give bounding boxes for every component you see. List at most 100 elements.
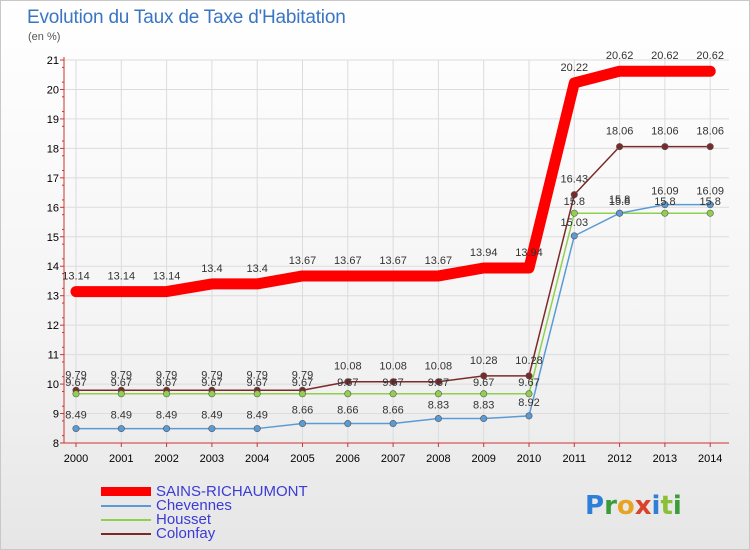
logo-letter: o (616, 491, 635, 521)
legend-swatch-2 (101, 519, 151, 521)
series-2-point-2007 (389, 390, 397, 398)
grid-layer (64, 59, 729, 444)
legend-label-1: Chevennes (156, 497, 232, 514)
series-2-label-2008: 9.67 (428, 377, 449, 389)
series-3-point-2013 (661, 143, 669, 151)
x-tick-label-2003: 2003 (200, 453, 224, 465)
series-0-point-2004 (254, 280, 261, 287)
y-tick-label-21: 21 (47, 55, 59, 67)
series-1-point-2007 (389, 420, 397, 428)
logo-letter: r (604, 491, 617, 521)
series-1-label-2014: 16.09 (696, 186, 724, 198)
series-3-point-2007 (389, 378, 397, 386)
series-2-point-2009 (480, 390, 488, 398)
x-tick-label-2010: 2010 (517, 453, 541, 465)
series-3-label-2003: 9.79 (201, 369, 222, 381)
series-2-point-2001 (117, 390, 125, 398)
series-3-label-2012: 18.06 (606, 126, 634, 138)
x-tick-label-2008: 2008 (426, 453, 450, 465)
series-3-point-2014 (706, 143, 714, 151)
series-3-label-2010: 10.28 (515, 355, 543, 367)
series-2-point-2008 (434, 390, 442, 398)
series-1-point-2000 (72, 425, 80, 433)
x-tick-label-2009: 2009 (471, 453, 495, 465)
x-tick-label-2006: 2006 (336, 453, 360, 465)
series-2-label-2012: 15.8 (609, 196, 630, 208)
series-0-label-2005: 13.67 (289, 255, 317, 267)
series-0-point-2013 (661, 68, 668, 75)
x-tick-label-2002: 2002 (154, 453, 178, 465)
series-0-point-2012 (616, 68, 623, 75)
series-3-label-2004: 9.79 (246, 369, 267, 381)
series-3-label-2006: 10.08 (334, 361, 362, 373)
series-0-label-2002: 13.14 (153, 271, 181, 283)
series-1-label-2001: 8.49 (111, 410, 132, 422)
legend-label-0: SAINS-RICHAUMONT (156, 483, 308, 500)
series-3-label-2009: 10.28 (470, 355, 498, 367)
series-2-point-2013 (661, 209, 669, 217)
series-1-label-2012: 15.8 (609, 194, 630, 206)
y-tick-label-14: 14 (47, 261, 59, 273)
series-3-label-2001: 9.79 (111, 369, 132, 381)
series-3-point-2008 (434, 378, 442, 386)
series-2-point-2004 (253, 390, 261, 398)
series-layer (70, 65, 716, 433)
y-tick-label-15: 15 (47, 232, 59, 244)
series-1-point-2009 (480, 415, 488, 423)
series-1-point-2010 (525, 412, 533, 420)
series-3-point-2011 (570, 191, 578, 199)
series-1-point-2002 (163, 425, 171, 433)
x-tick-label-2007: 2007 (381, 453, 405, 465)
series-0-point-2005 (299, 272, 306, 279)
series-1-point-2011 (570, 232, 578, 240)
series-1-point-2004 (253, 425, 261, 433)
y-tick-label-16: 16 (47, 202, 59, 214)
legend-swatch-1 (101, 505, 151, 507)
series-1-label-2006: 8.66 (337, 405, 358, 417)
series-2-label-2014: 15.8 (699, 196, 720, 208)
logo-letter: i (651, 491, 661, 521)
series-0-label-2012: 20.62 (606, 50, 634, 62)
series-2-label-2002: 9.67 (156, 377, 177, 389)
series-2-label-2000: 9.67 (65, 377, 86, 389)
series-2-label-2013: 15.8 (654, 196, 675, 208)
series-0-point-2010 (526, 264, 532, 271)
series-1-label-2002: 8.49 (156, 410, 177, 422)
legend-label-2: Housset (156, 511, 212, 528)
x-tick-label-2014: 2014 (698, 453, 722, 465)
series-0-label-2011: 20.22 (561, 62, 589, 74)
series-3-point-2006 (344, 378, 352, 386)
series-0-point-2002 (163, 288, 170, 295)
series-1-label-2007: 8.66 (382, 405, 403, 417)
series-1-point-2014 (706, 201, 714, 209)
series-3-label-2011: 16.43 (561, 174, 589, 186)
series-1-point-2003 (208, 425, 216, 433)
series-3-label-2007: 10.08 (379, 361, 407, 373)
series-0-point-2011 (571, 79, 578, 86)
x-tick-label-2011: 2011 (562, 453, 586, 465)
y-tick-label-18: 18 (47, 143, 59, 155)
x-tick-label-2012: 2012 (607, 453, 631, 465)
series-1-label-2005: 8.66 (292, 405, 313, 417)
series-0-label-2003: 13.4 (201, 263, 222, 275)
series-2-point-2003 (208, 390, 216, 398)
series-2-label-2006: 9.67 (337, 377, 358, 389)
series-2-label-2003: 9.67 (201, 377, 222, 389)
series-0-label-2004: 13.4 (246, 263, 267, 275)
series-1-point-2012 (616, 209, 624, 217)
series-1-label-2004: 8.49 (246, 410, 267, 422)
series-0-point-2009 (480, 264, 487, 271)
legend-swatch-0 (101, 487, 151, 496)
x-tick-label-2004: 2004 (245, 453, 269, 465)
data-labels-layer: 9.79 9.79 9.79 9.79 9.79 9.79 10.08 10.08 10.08 1… (62, 50, 724, 421)
series-0-label-2010: 13.94 (515, 247, 543, 259)
series-2-point-2002 (163, 390, 171, 398)
series-3-label-2005: 9.79 (292, 369, 313, 381)
y-tick-label-12: 12 (47, 320, 59, 332)
series-1-point-2008 (434, 415, 442, 423)
series-0-point-2006 (344, 272, 351, 279)
series-2-label-2011: 15.8 (564, 196, 585, 208)
x-tick-label-2005: 2005 (290, 453, 314, 465)
